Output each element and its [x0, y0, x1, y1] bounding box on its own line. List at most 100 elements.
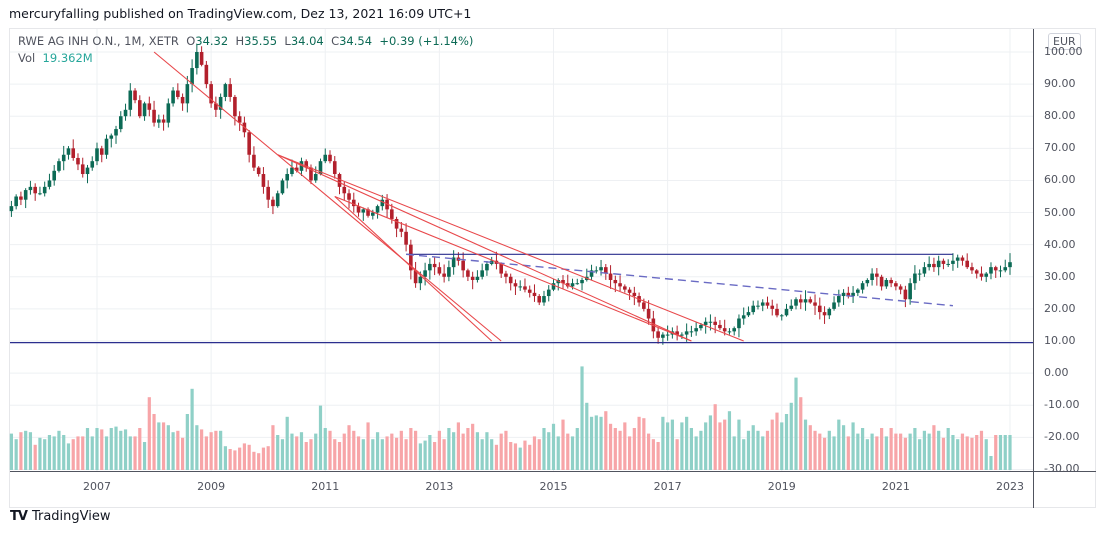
- volume-bar: [295, 436, 299, 470]
- volume-bar: [314, 433, 318, 470]
- candle-body: [694, 328, 698, 332]
- price-axis-label: 20.00: [1044, 301, 1076, 315]
- volume-bar: [666, 422, 670, 470]
- time-axis-label: 2007: [83, 480, 111, 493]
- volume-bar: [860, 428, 865, 470]
- candle-body: [71, 148, 76, 158]
- volume-bar: [399, 430, 403, 470]
- volume-bar: [1003, 435, 1007, 470]
- candle-body: [951, 260, 955, 264]
- candle-body: [356, 206, 361, 213]
- volume-bar: [642, 418, 646, 470]
- candle-body: [632, 292, 637, 297]
- volume-bar: [561, 419, 565, 470]
- volume-bar: [471, 423, 475, 470]
- currency-badge[interactable]: EUR: [1048, 33, 1081, 50]
- candle-body: [708, 321, 713, 323]
- volume-value: 19.362M: [42, 51, 93, 65]
- candle-body: [323, 154, 328, 162]
- volume-bar: [613, 428, 617, 470]
- volume-bar: [865, 439, 869, 470]
- candle-body: [347, 193, 351, 200]
- volume-bar: [884, 436, 888, 470]
- candle-body: [442, 273, 446, 277]
- volume-bar: [509, 442, 513, 470]
- candle-body: [14, 196, 18, 207]
- candle-body: [128, 90, 133, 110]
- candle-body: [95, 148, 99, 162]
- candle-body: [161, 119, 166, 123]
- volume-bar: [608, 423, 613, 470]
- candle-body: [152, 109, 156, 123]
- volume-bar: [523, 440, 527, 470]
- candle-body: [266, 186, 270, 200]
- volume-bar: [551, 423, 556, 470]
- volume-bar: [100, 429, 104, 470]
- volume-bar: [190, 388, 194, 470]
- volume-bar: [490, 439, 494, 470]
- volume-bar: [19, 432, 23, 470]
- candle-body: [118, 116, 123, 130]
- volume-bar: [223, 446, 227, 470]
- volume-bar: [998, 435, 1003, 470]
- candle-body: [518, 286, 523, 288]
- candle-body: [290, 167, 294, 175]
- volume-bar: [418, 443, 422, 470]
- volume-bar: [114, 426, 118, 470]
- candle-body: [922, 267, 927, 274]
- volume-bar: [675, 439, 679, 470]
- candle-body: [261, 174, 266, 187]
- volume-bar: [580, 366, 584, 470]
- candle-body: [542, 296, 546, 303]
- volume-bar: [870, 433, 874, 470]
- candle-body: [394, 218, 399, 229]
- volume-bar: [361, 439, 365, 470]
- volume-bar: [342, 433, 346, 470]
- volume-bar: [727, 411, 732, 470]
- candle-body: [114, 129, 118, 136]
- volume-bar: [261, 447, 266, 470]
- symbol-name[interactable]: RWE AG INH O.N., 1M, XETR: [18, 34, 179, 48]
- candle-body: [271, 199, 275, 207]
- volume-bar: [62, 435, 66, 470]
- volume-bar: [347, 425, 351, 470]
- price-axis-label: 70.00: [1044, 141, 1076, 155]
- tradingview-branding[interactable]: TV TradingView: [10, 509, 110, 524]
- volume-bar: [176, 430, 180, 470]
- volume-bar: [547, 432, 551, 470]
- volume-bar: [846, 436, 850, 470]
- volume-bar: [404, 439, 408, 470]
- candle-body: [551, 283, 556, 290]
- volume-bar: [841, 425, 846, 470]
- candle-body: [1008, 262, 1012, 268]
- volume-bar: [680, 422, 684, 470]
- candle-body: [846, 292, 851, 297]
- candle-body: [604, 267, 608, 274]
- candle-body: [351, 199, 356, 207]
- candle-body: [817, 305, 822, 313]
- candle-body: [618, 283, 622, 287]
- candle-body: [546, 289, 551, 297]
- price-axis-label: 60.00: [1044, 173, 1076, 187]
- volume-bar: [951, 435, 955, 470]
- candle-body: [532, 292, 537, 297]
- volume-bar: [299, 432, 304, 470]
- candle-body: [61, 154, 66, 162]
- candle-body: [798, 299, 803, 303]
- volume-bar: [975, 435, 979, 470]
- volume-bar: [142, 442, 147, 470]
- volume-bar: [366, 422, 370, 470]
- volume-bar: [195, 425, 199, 470]
- volume-bar: [152, 414, 156, 470]
- candle-body: [342, 186, 347, 194]
- volume-bar: [637, 416, 641, 470]
- volume-bar: [918, 439, 922, 470]
- candle-body: [461, 260, 465, 271]
- volume-bar: [328, 430, 332, 470]
- volume-bar: [718, 422, 722, 470]
- candle-body: [204, 64, 209, 85]
- price-axis-label: 90.00: [1044, 77, 1076, 91]
- volume-bar: [994, 435, 998, 470]
- change-value: +0.39 (+1.14%): [379, 34, 474, 48]
